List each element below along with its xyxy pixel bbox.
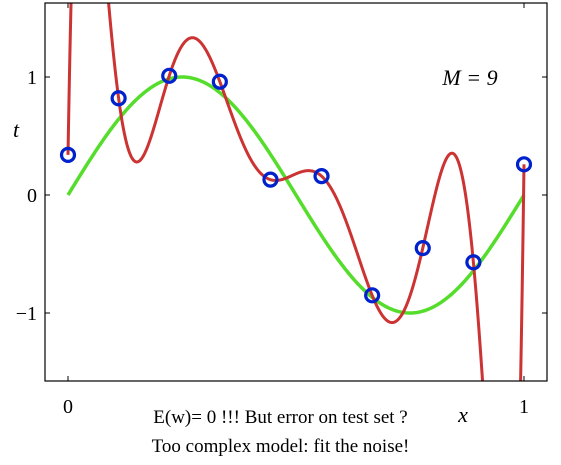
y-tick-label: 0 (27, 185, 37, 207)
data-point (110, 90, 127, 107)
x-axis-label: x (457, 402, 468, 427)
caption-line-2: Too complex model: fit the noise! (151, 436, 410, 457)
data-point (313, 168, 330, 185)
data-point (515, 156, 533, 173)
caption-line-1: E(w)= 0 !!! But error on test set ? (153, 407, 408, 428)
data-point (364, 287, 381, 304)
x-tick-label: 0 (63, 396, 73, 418)
data-point (59, 146, 77, 163)
fitted-curve-line (66, 3, 526, 381)
data-point (211, 73, 228, 90)
data-point (262, 171, 279, 188)
data-point (465, 254, 482, 271)
x-tick-label: 1 (519, 396, 529, 418)
model-order-annotation: M = 9 (441, 65, 497, 90)
y-axis-label: t (13, 117, 20, 142)
y-tick-label: −1 (16, 303, 37, 325)
true-curve-line (66, 75, 526, 315)
data-point (414, 240, 431, 257)
y-tick-label: 1 (27, 67, 37, 89)
data-point (161, 67, 178, 84)
plot-frame (44, 2, 548, 382)
